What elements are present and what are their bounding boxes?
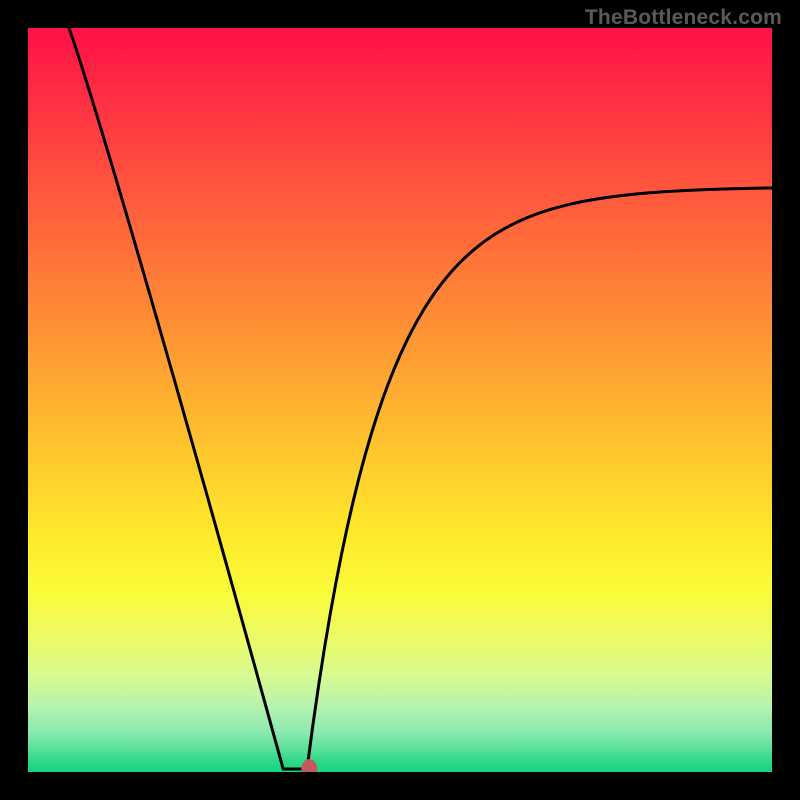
valley-marker (301, 759, 317, 772)
watermark-text: TheBottleneck.com (585, 6, 782, 30)
curve-layer (28, 28, 772, 772)
plot-area (28, 28, 772, 772)
v-curve (69, 28, 772, 769)
chart-frame: TheBottleneck.com (0, 0, 800, 800)
